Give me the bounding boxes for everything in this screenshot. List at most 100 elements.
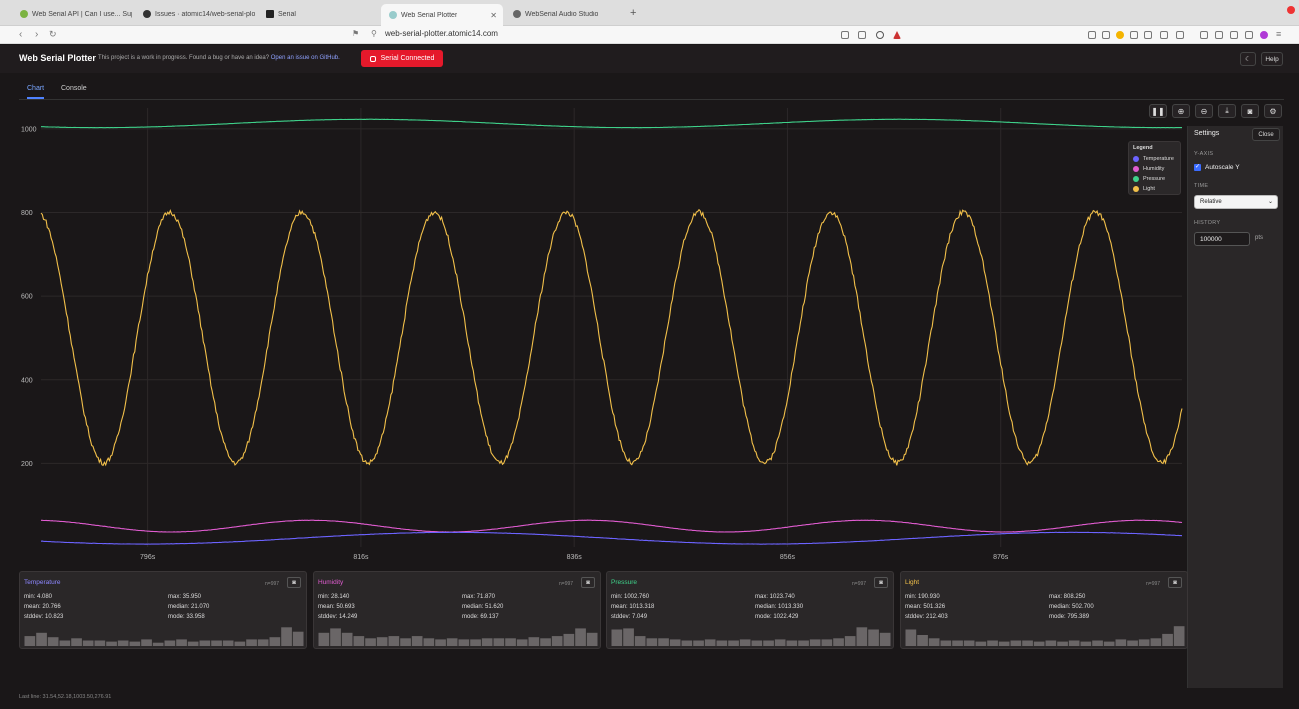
wallet-icon[interactable]: [1215, 31, 1223, 39]
download-icon: ⤓: [1225, 106, 1229, 115]
stat-mean: mean: 20.766: [24, 604, 61, 610]
browser-tab-active[interactable]: Web Serial Plotter ✕: [381, 4, 503, 26]
stats-screenshot-button[interactable]: ◙: [874, 577, 888, 588]
histogram-bar: [798, 640, 809, 646]
bookmark-icon[interactable]: ⚑: [352, 29, 360, 38]
histogram-bar: [211, 640, 222, 646]
zoom-out-icon: ⊖: [1200, 106, 1208, 116]
histogram-bar: [47, 637, 59, 646]
time-mode-select[interactable]: Relative ⌄: [1194, 195, 1278, 209]
close-tab-icon[interactable]: ✕: [490, 10, 497, 20]
histogram-bar: [246, 639, 257, 646]
new-tab-icon[interactable]: +: [630, 7, 637, 19]
histogram-bar: [809, 639, 821, 646]
back-icon[interactable]: ‹: [19, 29, 23, 40]
histogram-bar: [257, 639, 269, 646]
histogram-bar: [71, 638, 82, 646]
open-external-icon[interactable]: [841, 31, 849, 39]
settings-button[interactable]: ⚙: [1264, 104, 1282, 118]
site-favicon-icon: [20, 10, 28, 18]
theme-toggle-button[interactable]: ☾: [1240, 52, 1256, 66]
help-label: Help: [1265, 55, 1279, 63]
stats-screenshot-button[interactable]: ◙: [1168, 577, 1182, 588]
histogram-bar: [199, 640, 211, 646]
tab-chart[interactable]: Chart: [27, 80, 45, 99]
settings-title: Settings: [1194, 130, 1220, 137]
sidebar-icon[interactable]: [1200, 31, 1208, 39]
histogram-bar: [963, 640, 975, 646]
browser-tab[interactable]: Serial: [258, 4, 378, 24]
extension-icon[interactable]: [1176, 31, 1184, 39]
histogram-bar: [879, 632, 891, 646]
series-line-temperature: [40, 531, 1183, 545]
histogram-bar: [1022, 640, 1033, 646]
stat-min: min: 4.080: [24, 594, 53, 600]
legend-item: Light: [1133, 184, 1176, 194]
histogram-bar: [353, 636, 365, 646]
extension-icon[interactable]: [1160, 31, 1168, 39]
histogram-bar: [844, 636, 856, 646]
browser-tab[interactable]: WebSerial Audio Studio: [505, 4, 625, 24]
histogram-bar: [36, 632, 47, 646]
line-chart[interactable]: 1000 800 600 400 200 796s 816s 836s 856s 876s: [19, 100, 1187, 568]
histogram-bar: [833, 638, 844, 646]
url-input[interactable]: web-serial-plotter.atomic14.com: [385, 29, 498, 38]
stat-stddev: stddev: 14.249: [318, 614, 358, 620]
forward-icon[interactable]: ›: [35, 29, 39, 40]
download-button[interactable]: ⤓: [1218, 104, 1236, 118]
histogram-bar: [917, 635, 928, 646]
camera-icon: ◙: [292, 579, 296, 586]
histogram-bar: [176, 639, 187, 646]
stats-count: n=997: [852, 581, 867, 587]
histogram-bar: [82, 640, 94, 646]
stat-stddev: stddev: 212.403: [905, 614, 948, 620]
histogram-bar: [341, 632, 353, 646]
settings-close-button[interactable]: Close: [1252, 128, 1280, 141]
github-issue-link[interactable]: Open an issue on GitHub.: [270, 55, 340, 61]
stats-screenshot-button[interactable]: ◙: [581, 577, 595, 588]
extension-icon[interactable]: [1130, 31, 1138, 39]
history-input[interactable]: 100000: [1194, 232, 1250, 246]
tab-divider: [19, 99, 1284, 100]
disconnect-icon: [369, 55, 376, 62]
app-note-text: This project is a work in progress. Foun…: [98, 55, 270, 61]
screenshot-button[interactable]: ◙: [1241, 104, 1259, 118]
vpn-icon[interactable]: [1245, 31, 1253, 39]
profile-icon[interactable]: [1260, 31, 1268, 39]
x-tick-label: 816s: [353, 554, 369, 561]
pause-button[interactable]: ❚❚: [1149, 104, 1167, 118]
site-settings-icon[interactable]: ⚲: [371, 29, 377, 38]
histogram-bar: [856, 627, 868, 646]
menu-icon[interactable]: ≡: [1276, 29, 1282, 39]
series-line-humidity: [41, 519, 1183, 533]
histogram-bar: [928, 638, 940, 646]
extension-icon[interactable]: [1088, 31, 1096, 39]
reload-icon[interactable]: ↻: [49, 29, 57, 39]
camera-icon: ◙: [879, 579, 883, 586]
tab-console[interactable]: Console: [61, 85, 87, 92]
zoom-out-button[interactable]: ⊖: [1195, 104, 1213, 118]
window-close-icon[interactable]: [1287, 6, 1295, 14]
legend-label: Temperature: [1143, 156, 1174, 162]
legend-item: Humidity: [1133, 164, 1176, 174]
serial-connect-button[interactable]: Serial Connected: [361, 50, 443, 67]
histogram-bar: [24, 636, 36, 646]
warning-icon[interactable]: [893, 31, 901, 39]
stats-screenshot-button[interactable]: ◙: [287, 577, 301, 588]
extension-icon[interactable]: [1116, 31, 1124, 39]
extension-icon[interactable]: [1102, 31, 1110, 39]
share-icon[interactable]: [858, 31, 866, 39]
stat-mean: mean: 1013.318: [611, 604, 655, 610]
browser-tab[interactable]: Issues · atomic14/web-serial-plott: [135, 4, 255, 24]
zoom-in-button[interactable]: ⊕: [1172, 104, 1190, 118]
help-button[interactable]: Help: [1261, 52, 1283, 66]
shield-icon[interactable]: [876, 31, 884, 39]
extension-icon[interactable]: [1144, 31, 1152, 39]
stats-card-humidity: Humidity n=997 ◙ min: 28.140 max: 71.870 mean…: [313, 571, 601, 649]
browser-tab[interactable]: Web Serial API | Can I use... Supp: [12, 4, 132, 24]
histogram-bar: [388, 636, 400, 646]
leo-icon[interactable]: [1230, 31, 1238, 39]
histogram-bar: [540, 638, 551, 646]
chart-area[interactable]: 1000 800 600 400 200 796s 816s 836s 856s 876s: [19, 100, 1187, 568]
autoscale-checkbox[interactable]: ✓: [1194, 164, 1201, 171]
